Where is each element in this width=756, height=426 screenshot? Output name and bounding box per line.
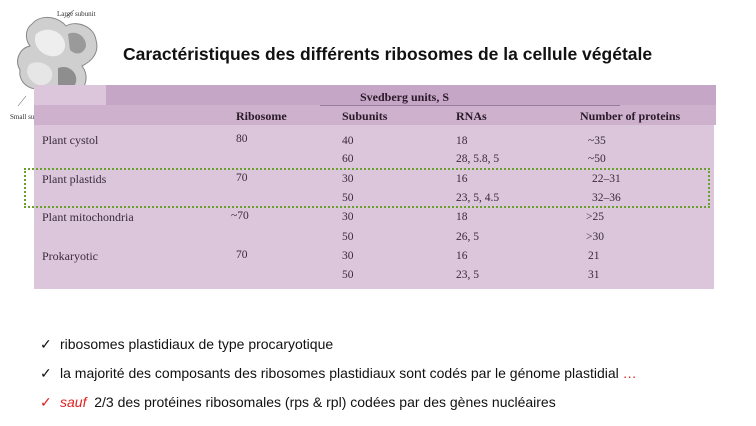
col-header-ribosome: Ribosome bbox=[236, 109, 287, 123]
cell-proteins: 31 bbox=[588, 269, 600, 281]
check-icon: ✓ bbox=[40, 336, 52, 352]
bullet-text: la majorité des composants des ribosomes… bbox=[60, 365, 619, 381]
cell-subunit: 50 bbox=[342, 269, 354, 281]
cell-rnas: 23, 5, 4.5 bbox=[456, 192, 500, 204]
cell-proteins: >30 bbox=[586, 231, 604, 243]
cell-subunit: 50 bbox=[342, 231, 354, 243]
cell-proteins: 32–36 bbox=[592, 192, 621, 204]
cell-rnas: 28, 5.8, 5 bbox=[456, 153, 500, 165]
cell-rnas: 26, 5 bbox=[456, 231, 479, 243]
bullet-item: ✓ la majorité des composants des ribosome… bbox=[40, 365, 637, 382]
bullet-text: ribosomes plastidiaux de type procaryoti… bbox=[60, 336, 334, 352]
row-name-plant-plastids: Plant plastids bbox=[42, 172, 107, 186]
header-divider bbox=[320, 105, 620, 106]
cell-proteins: 21 bbox=[588, 250, 600, 262]
cell-ribosome: 70 bbox=[236, 172, 248, 184]
cell-proteins: ~50 bbox=[588, 153, 606, 165]
bullet-item: ✓ sauf 2/3 des protéines ribosomales (rps… bbox=[40, 394, 556, 411]
check-icon: ✓ bbox=[40, 365, 52, 381]
row-name-prokaryotic: Prokaryotic bbox=[42, 249, 98, 263]
ribosome-table bbox=[34, 85, 716, 289]
cell-rnas: 16 bbox=[456, 250, 468, 262]
bullet-item: ✓ ribosomes plastidiaux de type procaryot… bbox=[40, 336, 333, 353]
cell-subunit: 30 bbox=[342, 211, 354, 223]
row-name-plant-cystol: Plant cystol bbox=[42, 133, 99, 147]
table-header-band bbox=[106, 85, 716, 105]
table-column-header-band bbox=[34, 105, 716, 125]
ellipsis-text: … bbox=[622, 365, 637, 381]
cell-rnas: 18 bbox=[456, 211, 468, 223]
svedberg-header: Svedberg units, S bbox=[360, 90, 450, 104]
slide-title: Caractéristiques des différents ribosome… bbox=[123, 44, 653, 64]
cell-rnas: 23, 5 bbox=[456, 269, 479, 281]
plastid-row-highlight bbox=[24, 168, 710, 208]
cell-subunit: 60 bbox=[342, 153, 354, 165]
ribosome-figure: Large subunit Small subunit bbox=[10, 6, 110, 121]
col-header-proteins: Number of proteins bbox=[580, 109, 681, 123]
cell-ribosome: 70 bbox=[236, 249, 248, 261]
col-header-subunits: Subunits bbox=[342, 109, 388, 123]
cell-proteins: >25 bbox=[586, 211, 604, 223]
cell-rnas: 18 bbox=[456, 135, 468, 147]
cell-subunit: 40 bbox=[342, 135, 354, 147]
row-name-plant-mitochondria: Plant mitochondria bbox=[42, 210, 134, 224]
check-icon: ✓ bbox=[40, 394, 52, 410]
cell-ribosome: ~70 bbox=[231, 210, 249, 222]
cell-subunit: 30 bbox=[342, 173, 354, 185]
cell-ribosome: 80 bbox=[236, 133, 248, 145]
bullet-text: 2/3 des protéines ribosomales (rps & rpl… bbox=[94, 394, 556, 410]
large-subunit-label: Large subunit bbox=[57, 10, 96, 18]
col-header-rnas: RNAs bbox=[456, 109, 487, 123]
ribosome-image bbox=[17, 9, 98, 107]
cell-subunit: 30 bbox=[342, 250, 354, 262]
cell-proteins: ~35 bbox=[588, 135, 606, 147]
cell-subunit: 50 bbox=[342, 192, 354, 204]
small-subunit-label: Small subunit bbox=[10, 113, 49, 121]
cell-proteins: 22–31 bbox=[592, 173, 621, 185]
cell-rnas: 16 bbox=[456, 173, 468, 185]
sauf-text: sauf bbox=[60, 394, 87, 410]
